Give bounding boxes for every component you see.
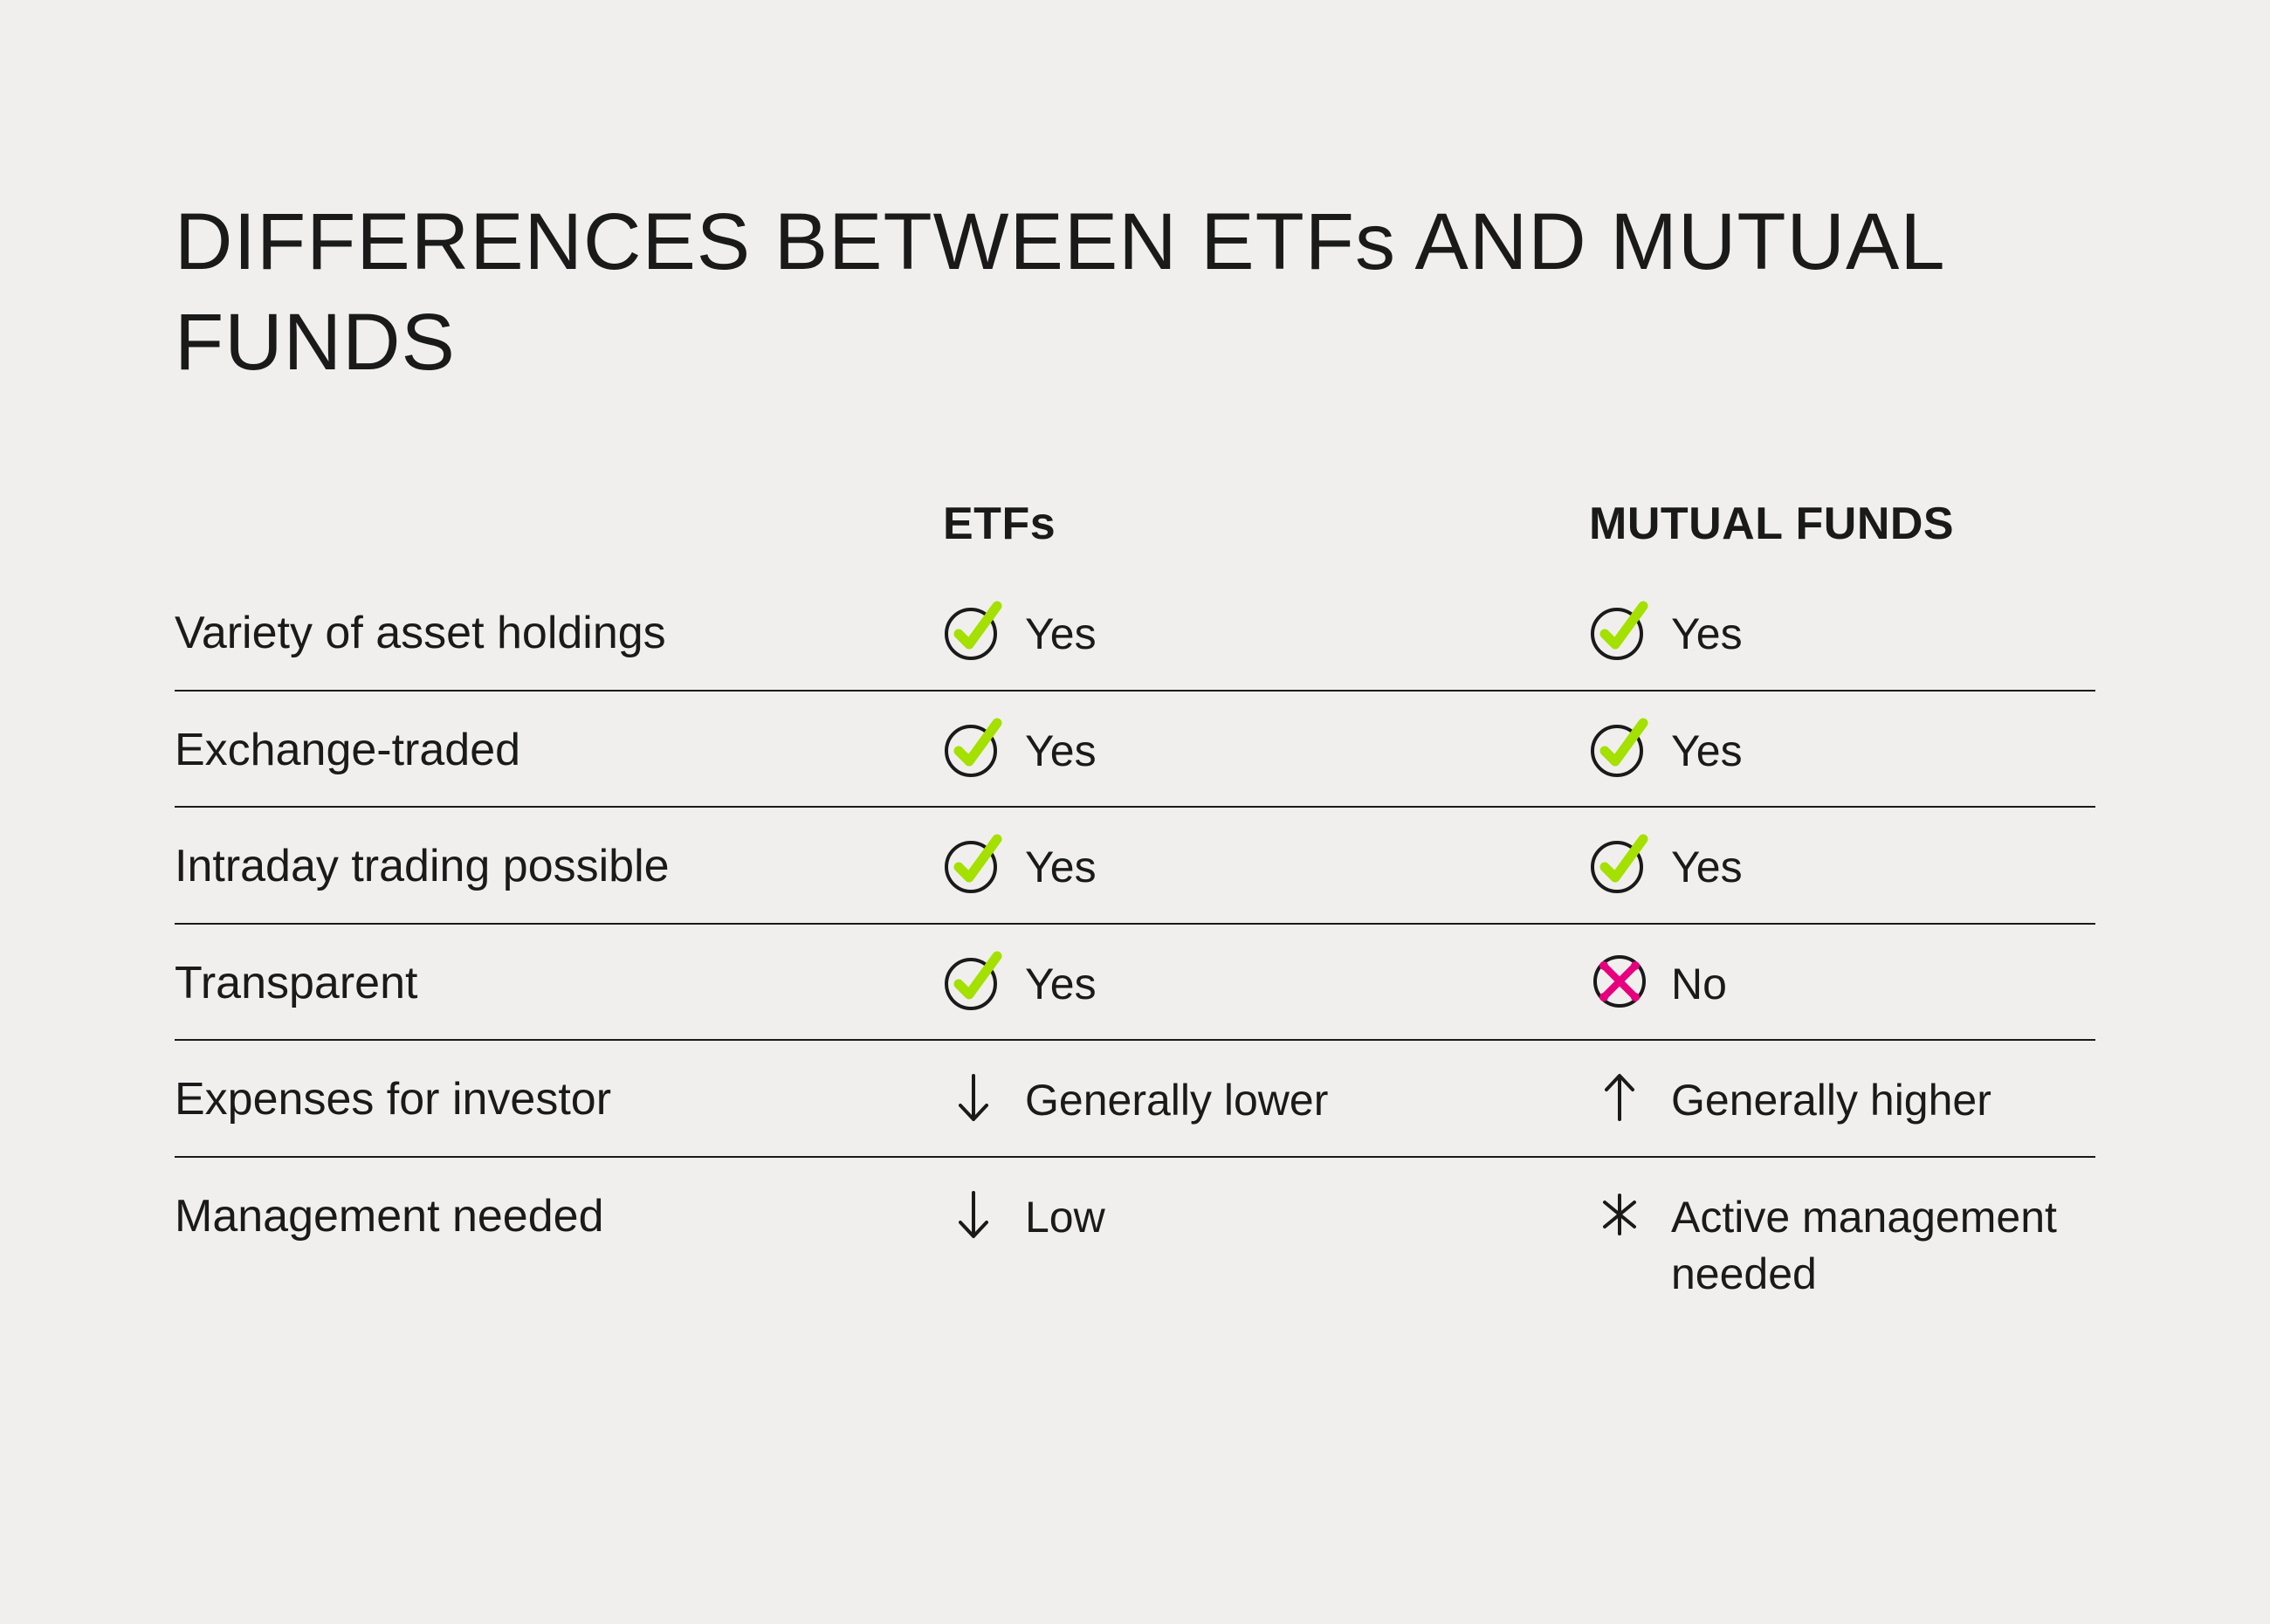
cell-text: Yes — [1671, 834, 1743, 896]
cell-text: Yes — [1671, 601, 1743, 663]
cell-text: Yes — [1025, 601, 1097, 663]
feature-label: Intraday trading possible — [175, 834, 943, 897]
column-header-mutual-funds: MUTUAL FUNDS — [1589, 498, 2235, 550]
check-icon — [943, 834, 1004, 895]
cell-text: Yes — [1025, 951, 1097, 1013]
cell-text: Yes — [1025, 834, 1097, 896]
page-title: DIFFERENCES BETWEEN ETFs AND MUTUAL FUND… — [175, 192, 2095, 393]
table-row: Intraday trading possible Yes Yes — [175, 808, 2095, 925]
check-icon — [1589, 718, 1650, 779]
down-icon — [943, 1184, 1004, 1245]
cell-text: Low — [1025, 1184, 1105, 1246]
mutual-cell: Yes — [1589, 601, 2235, 663]
cell-text: Generally higher — [1671, 1067, 1991, 1129]
cell-text: Yes — [1025, 718, 1097, 780]
mutual-cell: Yes — [1589, 718, 2235, 780]
mutual-cell: Active manage­ment needed — [1589, 1184, 2235, 1303]
down-icon — [943, 1067, 1004, 1128]
table-header-row: ETFs MUTUAL FUNDS — [175, 498, 2095, 550]
feature-label: Exchange-traded — [175, 718, 943, 781]
check-icon — [1589, 834, 1650, 895]
cell-text: No — [1671, 951, 1727, 1013]
check-icon — [943, 601, 1004, 662]
etf-cell: Yes — [943, 951, 1589, 1013]
etf-cell: Yes — [943, 834, 1589, 896]
cell-text: Generally lower — [1025, 1067, 1328, 1129]
table-row: Variety of asset holdings Yes Yes — [175, 575, 2095, 692]
feature-label: Management needed — [175, 1184, 943, 1247]
cross-icon — [1589, 951, 1650, 1012]
column-header-etfs: ETFs — [943, 498, 1589, 550]
feature-label: Variety of asset holdings — [175, 601, 943, 664]
etf-cell: Yes — [943, 601, 1589, 663]
mutual-cell: No — [1589, 951, 2235, 1013]
mutual-cell: Yes — [1589, 834, 2235, 896]
table-row: Expenses for investor Generally lower Ge… — [175, 1041, 2095, 1158]
up-icon — [1589, 1067, 1650, 1128]
etf-cell: Low — [943, 1184, 1589, 1246]
comparison-table: ETFs MUTUAL FUNDS Variety of asset holdi… — [175, 498, 2095, 1329]
etf-cell: Generally lower — [943, 1067, 1589, 1129]
cell-text: Active manage­ment needed — [1671, 1184, 2160, 1303]
mutual-cell: Generally higher — [1589, 1067, 2235, 1129]
feature-label: Expenses for investor — [175, 1067, 943, 1130]
table-row: Transparent Yes No — [175, 925, 2095, 1042]
feature-label: Transparent — [175, 951, 943, 1014]
table-row: Management needed Low Active manage­ment… — [175, 1158, 2095, 1329]
check-icon — [1589, 601, 1650, 662]
check-icon — [943, 951, 1004, 1012]
check-icon — [943, 718, 1004, 779]
table-row: Exchange-traded Yes Yes — [175, 692, 2095, 809]
cell-text: Yes — [1671, 718, 1743, 780]
etf-cell: Yes — [943, 718, 1589, 780]
star-icon — [1589, 1184, 1650, 1245]
